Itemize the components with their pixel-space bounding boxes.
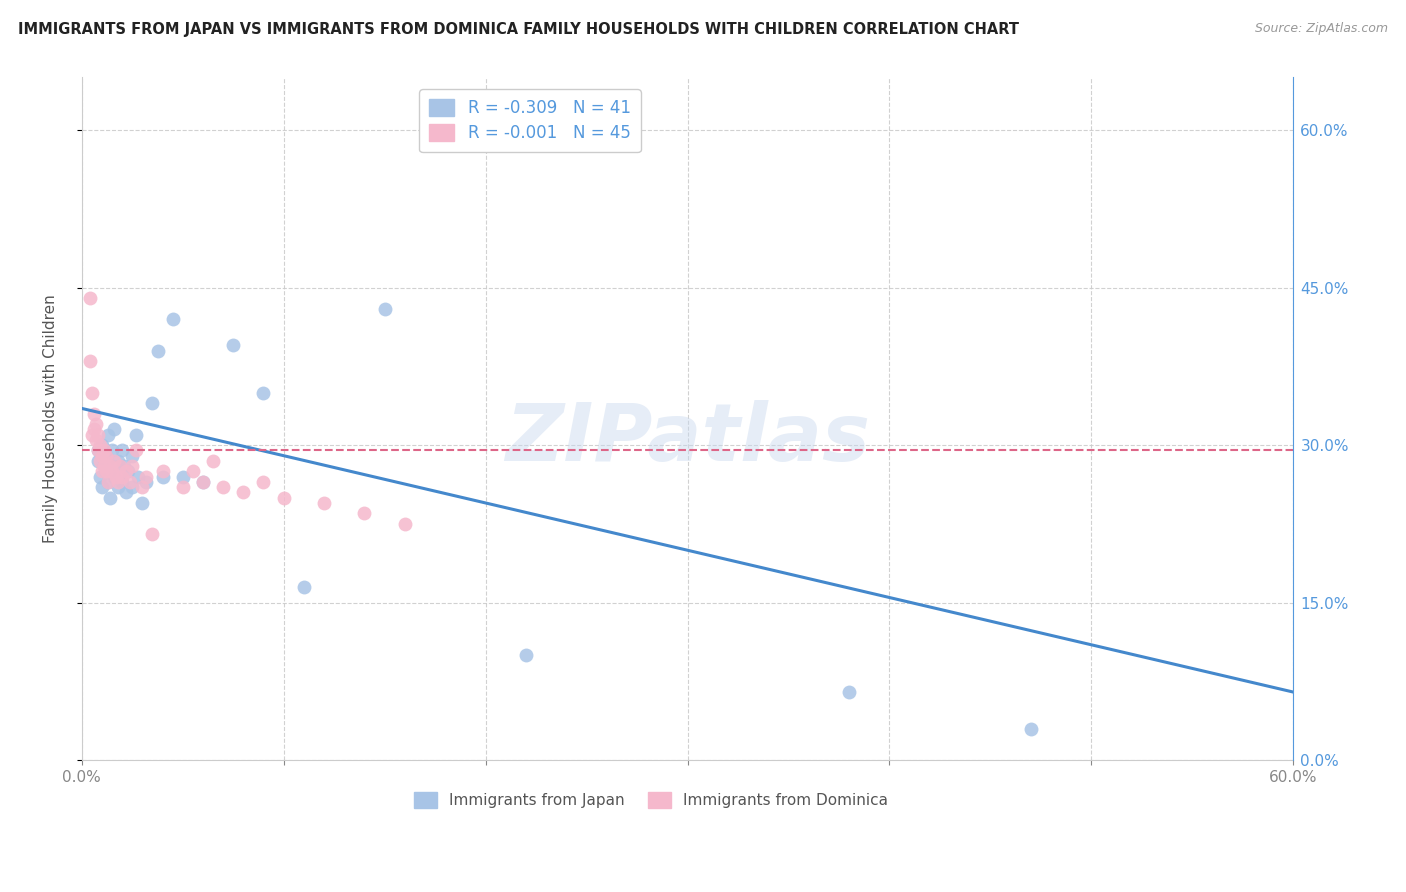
Point (141, 396, 163, 410)
Point (111, 443, 134, 458)
Point (353, 507, 375, 521)
Point (93, 459, 115, 474)
Point (83, 422, 105, 436)
Point (107, 454, 129, 468)
Point (101, 459, 124, 474)
Point (112, 459, 135, 474)
Point (131, 496, 153, 510)
Point (135, 469, 157, 483)
Point (135, 475, 157, 489)
Point (105, 469, 128, 483)
Point (152, 469, 174, 483)
Point (94, 449, 117, 463)
Point (80, 385, 103, 400)
Point (222, 338, 245, 352)
Point (80, 427, 103, 442)
Point (103, 422, 125, 436)
Point (97, 475, 120, 489)
Text: ZIPatlas: ZIPatlas (505, 401, 870, 478)
Point (172, 480, 194, 494)
Point (121, 480, 143, 494)
Point (111, 469, 134, 483)
Point (121, 449, 143, 463)
Point (90, 438, 112, 452)
Point (148, 343, 170, 358)
Point (103, 469, 125, 483)
Point (191, 475, 214, 489)
Point (94, 449, 117, 463)
Point (120, 475, 142, 489)
Point (141, 527, 163, 541)
Point (292, 580, 315, 594)
Y-axis label: Family Households with Children: Family Households with Children (44, 294, 58, 543)
Point (838, 685, 860, 699)
Point (191, 475, 214, 489)
Point (394, 516, 416, 531)
Point (90, 465, 112, 479)
Point (84, 433, 107, 447)
Point (97, 427, 120, 442)
Point (101, 443, 124, 458)
Point (90, 449, 112, 463)
Point (127, 469, 149, 483)
Point (111, 475, 134, 489)
Point (97, 475, 120, 489)
Point (252, 385, 274, 400)
Point (131, 480, 153, 494)
Point (252, 475, 274, 489)
Point (87, 427, 110, 442)
Text: Source: ZipAtlas.com: Source: ZipAtlas.com (1254, 22, 1388, 36)
Point (181, 465, 204, 479)
Point (312, 496, 335, 510)
Point (89, 469, 111, 483)
Point (172, 469, 194, 483)
Point (89, 454, 111, 468)
Point (98, 491, 121, 505)
Point (515, 648, 537, 663)
Point (79, 354, 101, 368)
Point (93, 443, 115, 458)
Point (212, 480, 235, 494)
Point (152, 465, 174, 479)
Point (103, 454, 125, 468)
Point (94, 465, 117, 479)
Legend: Immigrants from Japan, Immigrants from Dominica: Immigrants from Japan, Immigrants from D… (408, 786, 894, 814)
Point (115, 485, 138, 500)
Point (115, 465, 138, 479)
Point (87, 454, 110, 468)
Point (107, 475, 129, 489)
Point (87, 443, 110, 458)
Point (84, 417, 107, 432)
Point (232, 485, 254, 500)
Point (87, 443, 110, 458)
Point (79, 291, 101, 305)
Point (117, 465, 139, 479)
Point (121, 459, 143, 474)
Point (89, 438, 111, 452)
Point (93, 459, 115, 474)
Point (101, 465, 124, 479)
Point (90, 480, 112, 494)
Point (94, 465, 117, 479)
Point (107, 480, 129, 494)
Point (108, 459, 131, 474)
Point (162, 312, 184, 326)
Point (125, 427, 148, 442)
Point (98, 459, 121, 474)
Point (1019, 722, 1042, 736)
Point (273, 491, 295, 505)
Point (201, 454, 224, 468)
Point (125, 443, 148, 458)
Point (374, 301, 396, 316)
Point (83, 407, 105, 421)
Text: IMMIGRANTS FROM JAPAN VS IMMIGRANTS FROM DOMINICA FAMILY HOUSEHOLDS WITH CHILDRE: IMMIGRANTS FROM JAPAN VS IMMIGRANTS FROM… (18, 22, 1019, 37)
